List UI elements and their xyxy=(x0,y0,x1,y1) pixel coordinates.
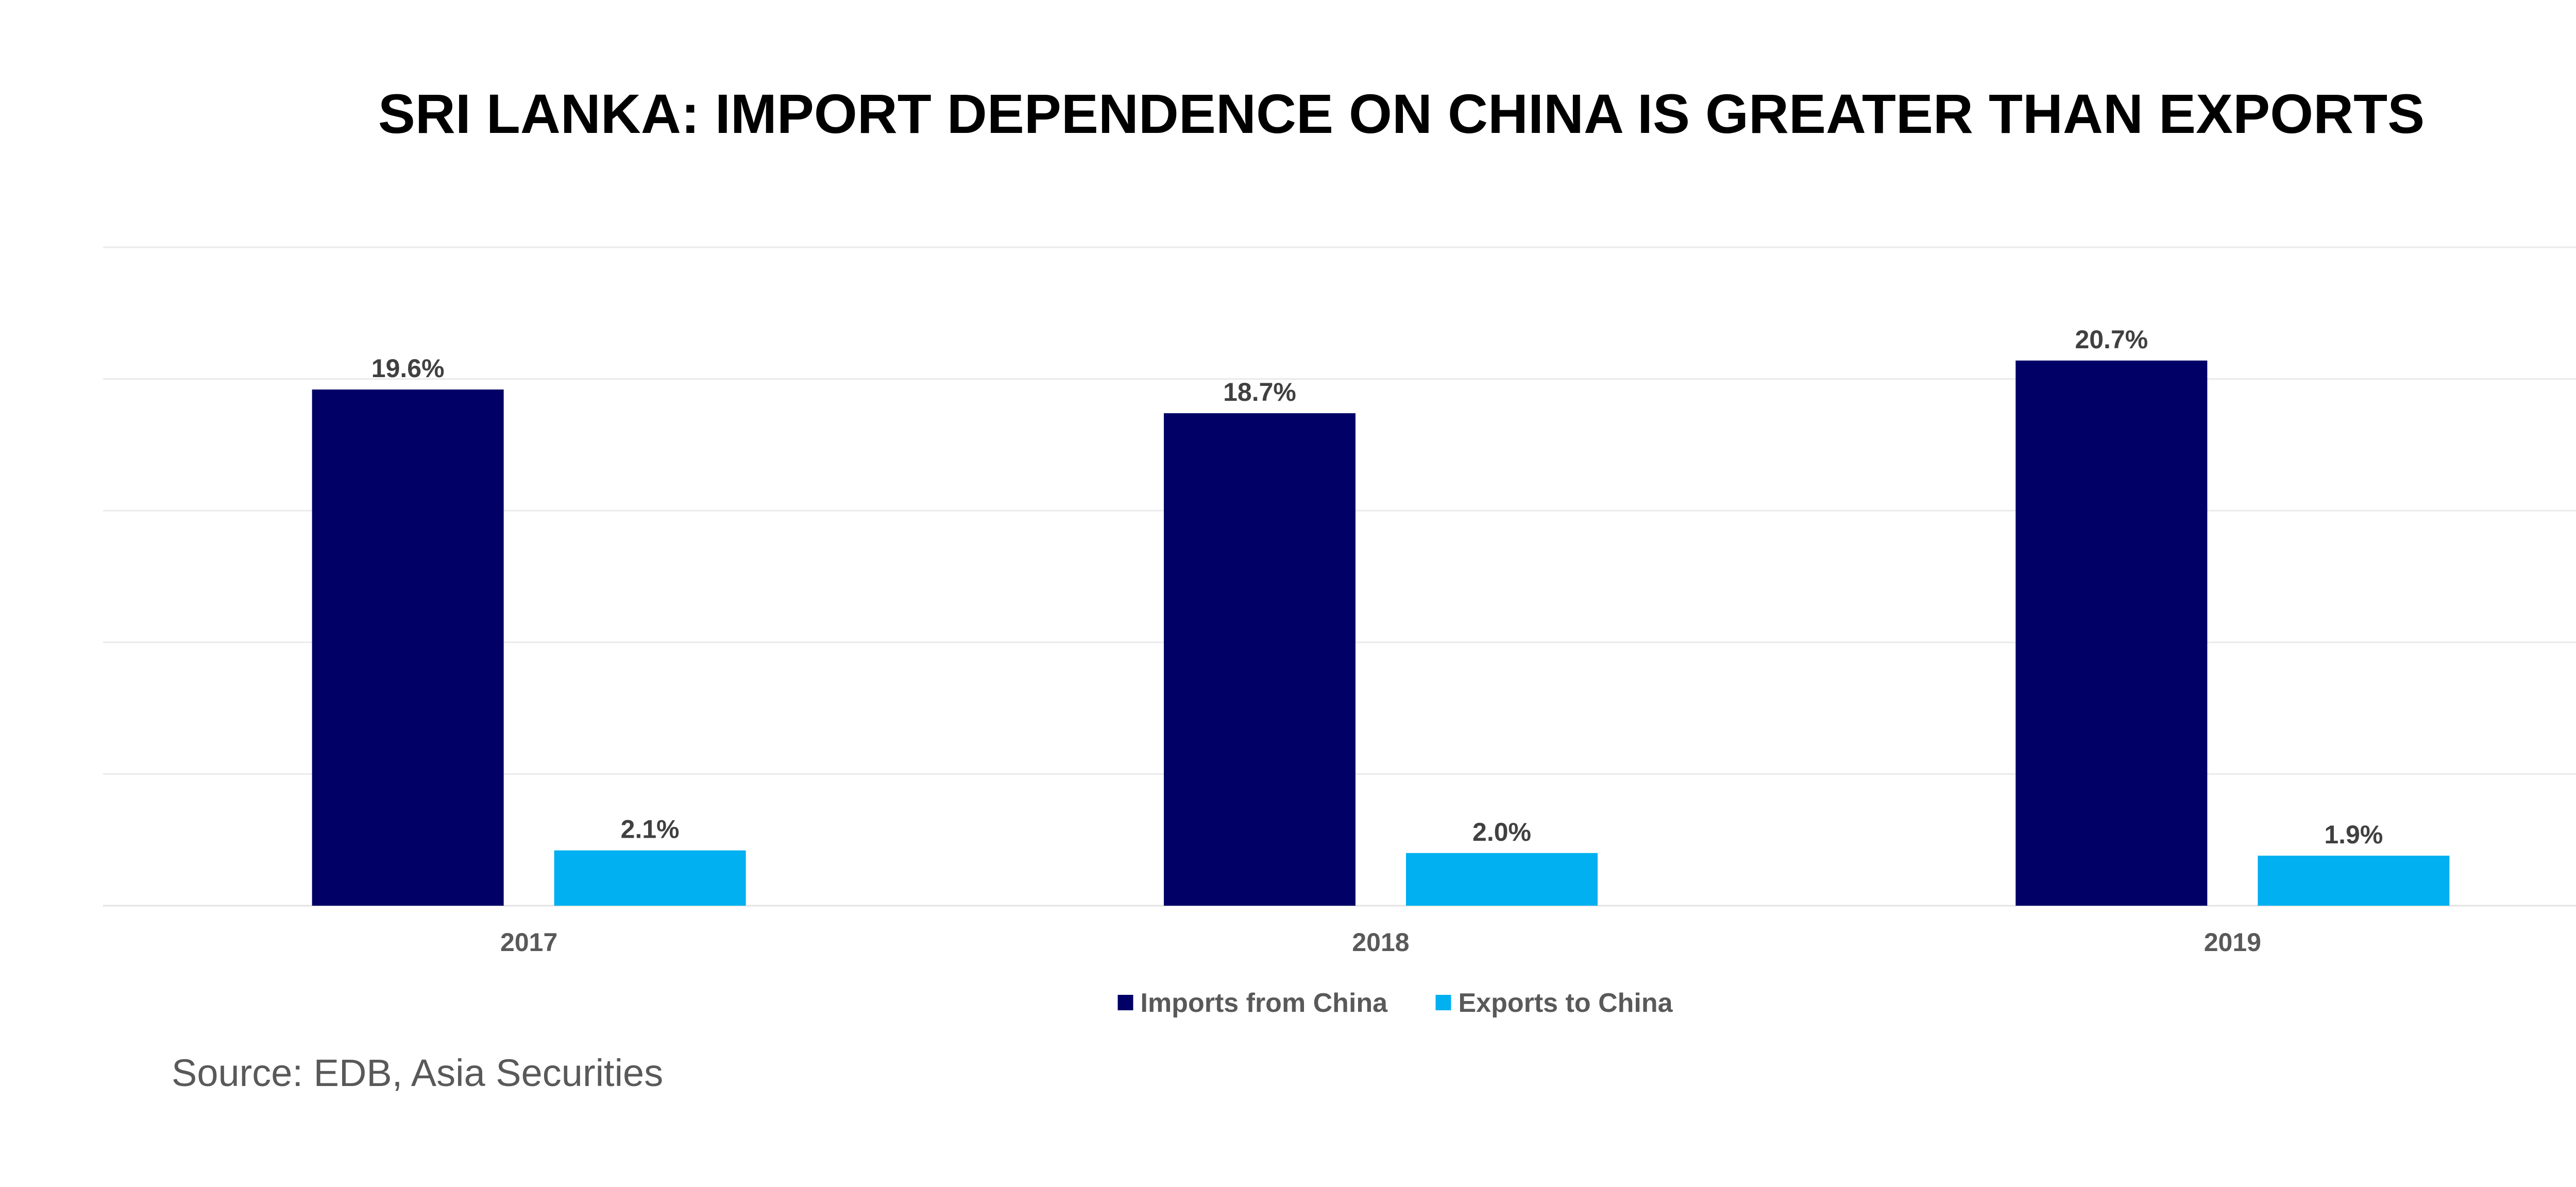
gridlines xyxy=(103,246,2576,907)
x-tick-label-2017: 2017 xyxy=(500,928,557,957)
data-labels: 19.6% 2.1% 18.7% 2.0% 20.7% 1.9% xyxy=(371,325,2383,849)
data-label-exports-to-china-2018: 2.0% xyxy=(1472,818,1531,846)
bar-imports-from-china-2017 xyxy=(312,389,504,906)
bar-exports-to-china-2017 xyxy=(554,850,746,906)
legend: Imports from China Exports to China xyxy=(1117,988,1673,1018)
legend-swatch-exports-to-china xyxy=(1435,995,1451,1010)
legend-label-imports-from-china: Imports from China xyxy=(1141,988,1388,1018)
bar-exports-to-china-2018 xyxy=(1406,853,1598,906)
source-note: Source: EDB, Asia Securities xyxy=(172,1052,663,1094)
bar-imports-from-china-2018 xyxy=(1164,413,1355,906)
legend-swatch-imports-from-china xyxy=(1117,995,1133,1010)
legend-label-exports-to-china: Exports to China xyxy=(1459,988,1673,1018)
chart-title: SRI LANKA: IMPORT DEPENDENCE ON CHINA IS… xyxy=(378,82,2425,145)
data-label-imports-from-china-2018: 18.7% xyxy=(1223,378,1296,406)
x-tick-label-2019: 2019 xyxy=(2204,928,2261,957)
bar-exports-to-china-2019 xyxy=(2258,855,2450,906)
data-label-imports-from-china-2017: 19.6% xyxy=(371,354,445,383)
data-label-exports-to-china-2019: 1.9% xyxy=(2324,820,2383,849)
data-label-imports-from-china-2019: 20.7% xyxy=(2075,325,2148,354)
bar-imports-from-china-2019 xyxy=(2015,360,2208,906)
x-axis-tick-labels: 2017 2018 2019 xyxy=(500,928,2261,957)
data-label-exports-to-china-2017: 2.1% xyxy=(621,815,680,844)
bars xyxy=(312,360,2450,906)
x-tick-label-2018: 2018 xyxy=(1352,928,1409,957)
